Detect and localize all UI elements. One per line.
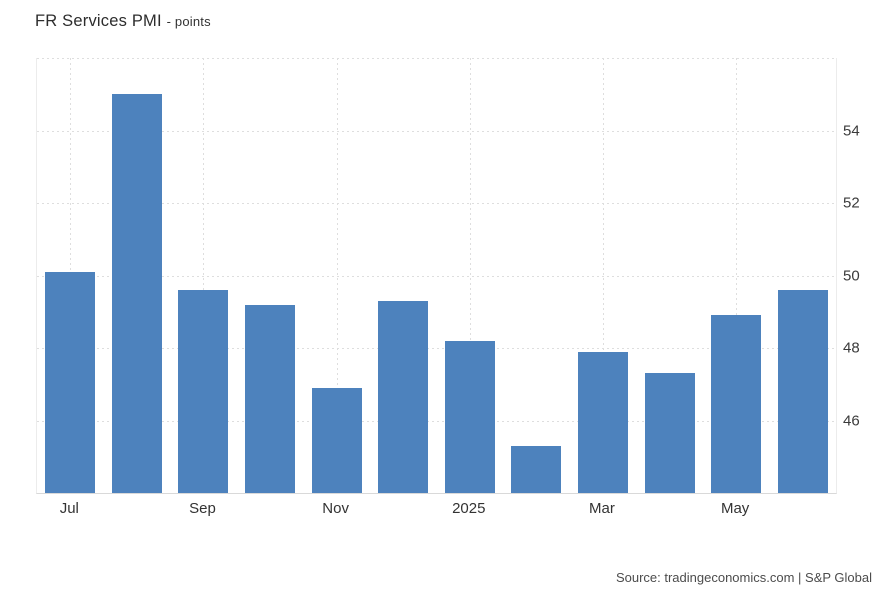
bar xyxy=(378,300,429,493)
plot-area xyxy=(36,58,837,494)
v-gridline xyxy=(469,58,471,493)
v-gridline xyxy=(736,58,738,493)
bar xyxy=(444,340,495,493)
source-attribution: Source: tradingeconomics.com | S&P Globa… xyxy=(615,570,872,585)
y-axis: 46 48 50 52 54 xyxy=(843,58,879,493)
h-gridline xyxy=(37,203,836,204)
h-gridline xyxy=(37,420,836,422)
y-tick-label: 46 xyxy=(843,412,860,429)
chart-title: FR Services PMI - points xyxy=(35,12,211,31)
h-gridline xyxy=(37,130,836,132)
v-gridline xyxy=(602,58,604,493)
x-tick-label: Sep xyxy=(189,500,216,517)
x-tick-label: Nov xyxy=(322,500,349,517)
y-tick-label: 48 xyxy=(843,339,860,357)
x-tick-label: May xyxy=(720,500,750,517)
x-tick-label: 2025 xyxy=(452,500,486,517)
chart-title-text: FR Services PMI xyxy=(35,12,162,30)
bar xyxy=(644,373,695,493)
bar xyxy=(511,445,562,493)
y-tick-label: 54 xyxy=(843,122,860,139)
x-axis: Jul Sep Nov 2025 Mar May xyxy=(36,496,835,522)
v-gridline xyxy=(336,58,338,493)
x-tick-label: Jul xyxy=(59,500,79,517)
h-gridline xyxy=(37,275,836,277)
plot-top-border xyxy=(37,58,836,59)
bar xyxy=(711,315,762,493)
y-tick-label: 52 xyxy=(843,194,860,212)
bar xyxy=(245,304,296,493)
x-tick-label: Mar xyxy=(589,500,615,517)
bar xyxy=(311,387,362,493)
bar xyxy=(111,94,162,493)
y-tick-label: 50 xyxy=(843,267,860,284)
bar xyxy=(45,271,96,493)
chart-title-unit: - points xyxy=(166,14,211,29)
h-gridline xyxy=(37,348,836,349)
bar xyxy=(777,290,828,493)
bar xyxy=(178,290,229,493)
v-gridline xyxy=(203,58,205,493)
bar xyxy=(577,351,628,493)
